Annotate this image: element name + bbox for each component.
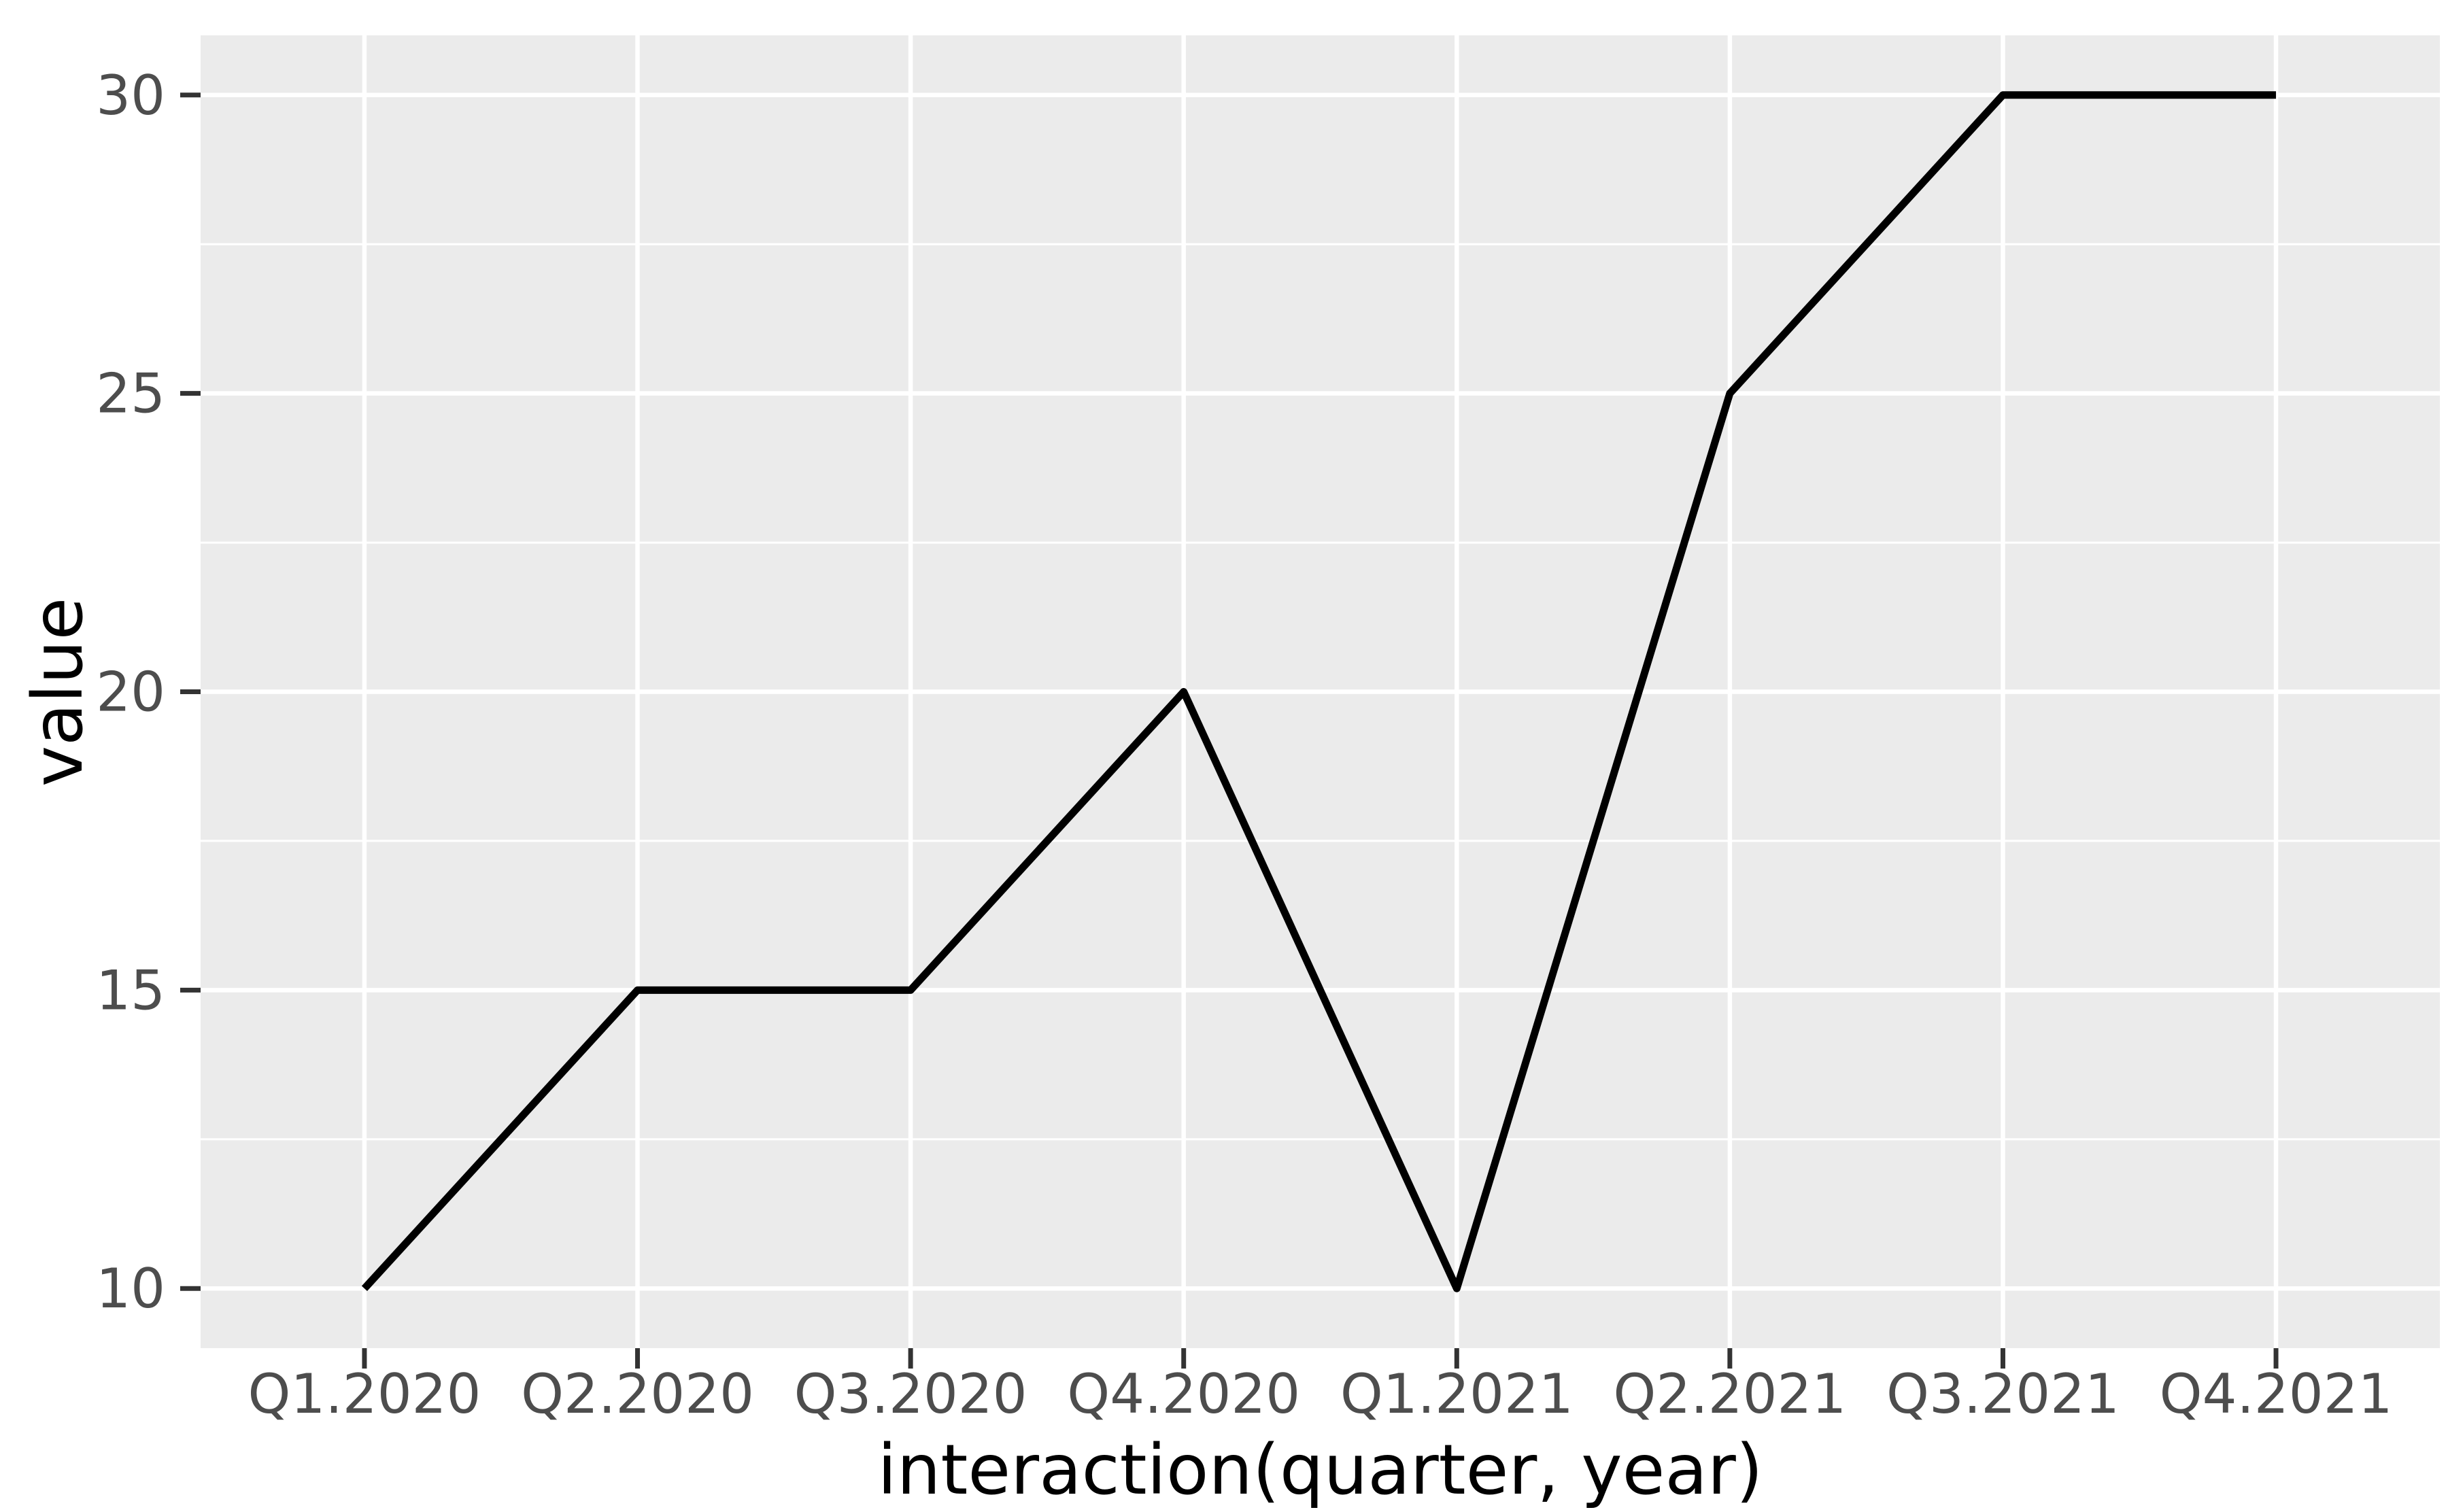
- x-tick-label: Q4.2020: [1067, 1362, 1300, 1426]
- x-tick-label: Q2.2021: [1613, 1362, 1846, 1426]
- x-tick-label: Q1.2021: [1340, 1362, 1574, 1426]
- y-tick-label: 25: [96, 362, 165, 426]
- y-tick-label: 30: [96, 64, 165, 127]
- data-line: [361, 91, 2277, 1292]
- x-tick-label: Q3.2021: [1886, 1362, 2120, 1426]
- x-tick-label: Q3.2020: [794, 1362, 1027, 1426]
- x-axis-title: interaction(quarter, year): [877, 1430, 1763, 1511]
- y-axis-title: value: [18, 597, 99, 787]
- y-tick-label: 15: [96, 959, 165, 1022]
- x-tick-label: Q1.2020: [248, 1362, 481, 1426]
- x-tick-label: Q2.2020: [521, 1362, 754, 1426]
- y-tick-label: 20: [96, 661, 165, 724]
- x-tick-label: Q4.2021: [2160, 1362, 2393, 1426]
- y-tick-label: 10: [96, 1257, 165, 1320]
